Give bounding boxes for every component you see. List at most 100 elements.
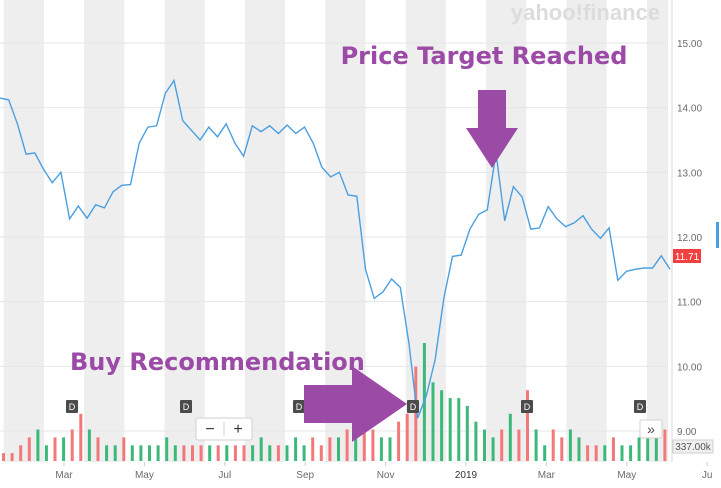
volume-bar xyxy=(354,437,358,461)
buy-recommendation-arrow xyxy=(304,366,407,442)
volume-bar xyxy=(397,421,401,461)
dividend-marker-label: D xyxy=(183,402,190,412)
volume-bar xyxy=(208,445,212,461)
volume-bar xyxy=(663,429,667,461)
volume-bar xyxy=(465,405,469,461)
volume-bar xyxy=(534,429,538,461)
price-target-annotation: Price Target Reached xyxy=(341,42,628,70)
month-band xyxy=(164,0,205,462)
volume-bar xyxy=(139,445,143,461)
volume-bar xyxy=(302,445,306,461)
x-tick-label: Nov xyxy=(377,470,395,481)
volume-bar xyxy=(337,437,340,461)
x-tick-label: Mar xyxy=(55,470,73,481)
x-tick-label: May xyxy=(135,470,154,481)
dividend-marker xyxy=(521,400,533,413)
volume-bar xyxy=(371,429,375,461)
volume-bar xyxy=(148,445,151,461)
side-divider-handle[interactable] xyxy=(716,222,719,248)
current-price-label: 11.71 xyxy=(675,252,700,263)
price-line xyxy=(0,78,671,419)
volume-bar xyxy=(629,445,633,461)
y-tick-label: 15.00 xyxy=(677,39,702,50)
volume-bar xyxy=(457,398,461,461)
volume-bar xyxy=(543,445,547,461)
volume-bar xyxy=(268,445,272,461)
volume-bar xyxy=(36,429,40,461)
volume-bar xyxy=(182,445,186,461)
volume-bar xyxy=(44,445,48,461)
y-tick-label: 12.00 xyxy=(677,233,702,244)
volume-bar xyxy=(483,429,486,461)
month-band xyxy=(84,0,125,462)
volume-bar xyxy=(105,445,109,461)
month-band xyxy=(244,0,286,462)
dividend-marker xyxy=(66,400,78,413)
dividend-marker-label: D xyxy=(637,402,644,412)
volume-bar xyxy=(362,429,366,461)
month-band xyxy=(566,0,607,462)
x-tick-label: 2019 xyxy=(455,470,478,481)
volume-bar xyxy=(27,437,31,461)
volume-bar xyxy=(508,413,512,461)
zoom-out-button[interactable]: − xyxy=(205,421,214,438)
dividend-marker-label: D xyxy=(410,402,417,412)
volume-bar xyxy=(199,445,203,461)
dividend-marker xyxy=(407,400,419,413)
volume-bar xyxy=(603,445,607,461)
dividend-marker-label: D xyxy=(524,402,531,412)
volume-bar xyxy=(379,437,383,461)
volume-bar xyxy=(225,445,229,461)
volume-bar xyxy=(611,437,615,461)
volume-bar xyxy=(216,445,220,461)
x-tick-label: Sep xyxy=(296,470,314,481)
volume-bar xyxy=(233,445,237,461)
volume-bar xyxy=(122,437,126,461)
volume-bar xyxy=(551,429,555,461)
volume-bar xyxy=(62,437,66,461)
dividend-marker xyxy=(180,400,192,413)
dividend-marker-label: D xyxy=(69,402,76,412)
volume-bar xyxy=(191,445,194,461)
volume-bar xyxy=(448,398,452,461)
volume-bar xyxy=(414,366,418,461)
buy-recommendation-annotation: Buy Recommendation xyxy=(70,348,365,376)
volume-bar xyxy=(294,437,298,461)
volume-bar xyxy=(156,445,160,461)
volume-bar xyxy=(251,445,255,461)
gridlines xyxy=(0,42,668,432)
month-band xyxy=(3,0,44,462)
volume-bar xyxy=(311,437,315,461)
volume-bar xyxy=(431,382,435,461)
volume-bar xyxy=(2,453,5,461)
volume-bar xyxy=(405,413,409,461)
x-tick-label: Jul xyxy=(218,470,231,481)
volume-bar xyxy=(526,390,529,461)
price-target-arrow xyxy=(466,90,518,168)
volume-bar xyxy=(259,437,263,461)
volume-bar xyxy=(440,390,444,461)
volume-bar xyxy=(474,421,478,461)
x-tick-label: Mar xyxy=(538,470,556,481)
volume-label-box xyxy=(672,439,714,454)
volume-bar xyxy=(10,453,14,461)
expand-button-box xyxy=(639,419,663,439)
volume-bar xyxy=(491,437,495,461)
volume-bar xyxy=(87,429,91,461)
volume-bar xyxy=(113,445,117,461)
dividend-marker xyxy=(634,400,646,413)
volume-bar xyxy=(96,437,100,461)
volume-bar xyxy=(328,437,332,461)
zoom-in-button[interactable]: + xyxy=(233,421,242,438)
x-tick-label: Ju xyxy=(702,470,713,481)
x-axis-ticks: Mar May Jul Sep Nov 2019 Mar May Ju xyxy=(55,462,712,481)
volume-bar xyxy=(586,445,590,461)
volume-bar xyxy=(646,437,650,461)
y-tick-label: 11.00 xyxy=(677,298,702,309)
volume-label: 337.00k xyxy=(675,442,712,453)
volume-bar xyxy=(500,429,504,461)
volume-bar xyxy=(173,445,177,461)
volume-bar xyxy=(276,445,280,461)
expand-button[interactable]: » xyxy=(647,421,655,437)
x-tick-label: May xyxy=(617,470,636,481)
